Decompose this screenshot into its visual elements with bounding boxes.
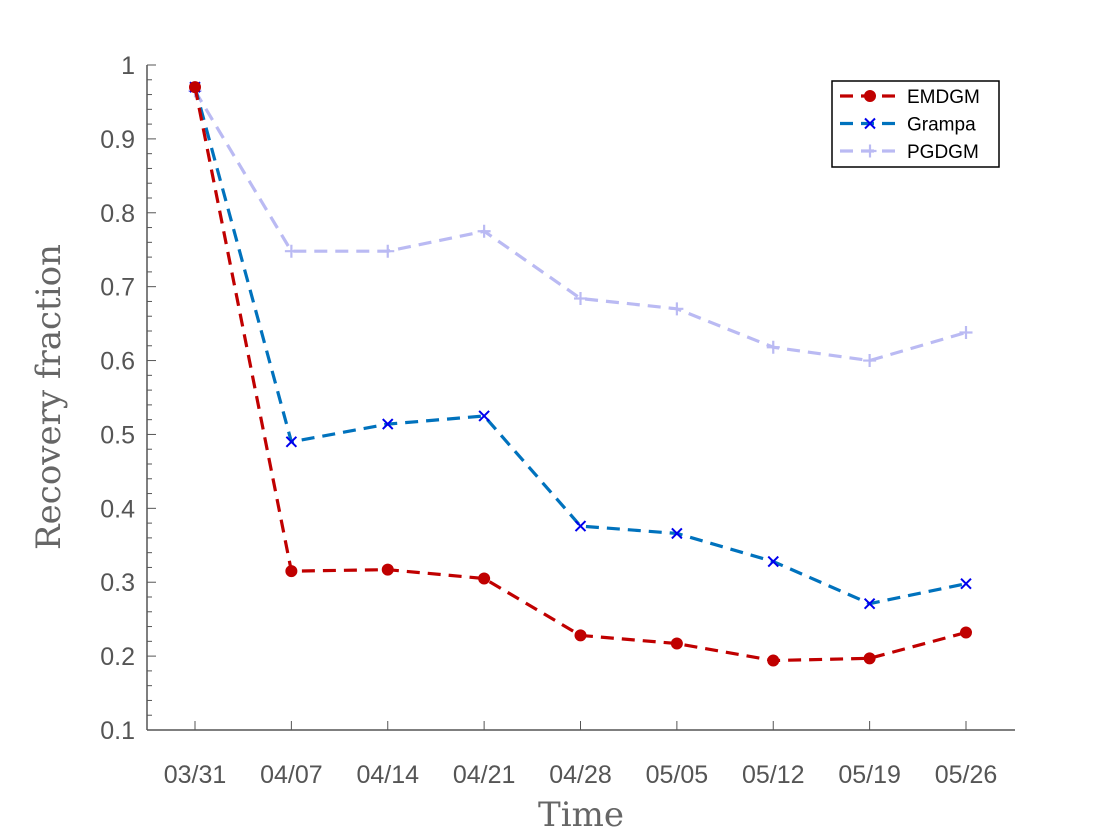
y-tick-label: 0.7 <box>100 274 135 302</box>
x-tick-label: 04/07 <box>260 761 323 789</box>
x-axis-title: Time <box>538 795 624 835</box>
series-layer <box>188 81 973 667</box>
y-tick-label: 0.5 <box>100 421 135 449</box>
legend-label-pgdgm: PGDGM <box>907 142 979 163</box>
series-emdgm <box>189 81 972 667</box>
legend-label-grampa: Grampa <box>907 115 976 136</box>
data-point-pgdgm <box>284 244 298 258</box>
data-point-grampa <box>863 597 876 610</box>
legend-box <box>831 80 1000 168</box>
x-tick-label: 04/21 <box>453 761 516 789</box>
data-point-emdgm <box>189 81 201 94</box>
data-point-emdgm <box>863 652 876 665</box>
legend: EMDGM Grampa PGDGM <box>831 80 1000 168</box>
data-point-pgdgm <box>670 302 684 316</box>
y-axis-title: Recovery fraction <box>29 244 69 550</box>
data-point-emdgm <box>670 637 683 650</box>
series-line-grampa <box>193 86 967 606</box>
data-point-grampa <box>478 410 490 422</box>
x-tick-label: 05/26 <box>935 761 998 789</box>
data-point-emdgm <box>960 626 972 639</box>
y-tick-label: 0.6 <box>100 348 135 376</box>
y-tick-label: 0.1 <box>100 717 135 745</box>
legend-marker-grampa <box>864 117 876 130</box>
data-point-grampa <box>574 520 587 532</box>
x-tick-label: 05/12 <box>742 761 805 789</box>
series-pgdgm <box>188 84 973 368</box>
x-tick-label: 03/31 <box>164 761 227 789</box>
data-point-pgdgm <box>381 244 395 258</box>
data-point-pgdgm <box>959 325 973 339</box>
data-point-emdgm <box>285 565 298 578</box>
y-tick-label: 0.3 <box>100 569 135 597</box>
y-tick-label: 0.8 <box>100 200 135 228</box>
series-line-emdgm <box>193 86 967 663</box>
y-tick-label: 0.2 <box>100 643 135 671</box>
data-point-pgdgm <box>766 340 780 354</box>
x-tick-label: 05/19 <box>838 761 901 789</box>
data-point-grampa <box>767 555 779 568</box>
axes: 0.1 0.2 0.3 0.4 0.5 0.6 0.7 0.8 0.9 1 03/31 04/07 04… <box>100 52 1015 789</box>
data-point-emdgm <box>767 654 780 667</box>
data-point-emdgm <box>381 563 394 576</box>
legend-label-emdgm: EMDGM <box>907 87 980 108</box>
data-point-grampa <box>671 527 683 540</box>
y-tick-label: 0.4 <box>100 495 135 523</box>
data-point-grampa <box>285 436 298 448</box>
data-point-pgdgm <box>574 291 587 305</box>
legend-marker-pgdgm <box>863 144 877 158</box>
data-point-pgdgm <box>477 224 491 238</box>
data-point-pgdgm <box>863 354 877 368</box>
series-line-pgdgm <box>193 90 967 363</box>
legend-marker-emdgm <box>864 90 876 102</box>
x-tick-label: 04/28 <box>549 761 612 789</box>
data-point-emdgm <box>478 572 491 585</box>
x-tick-label: 05/05 <box>646 761 709 789</box>
data-point-emdgm <box>574 629 587 642</box>
x-tick-label: 04/14 <box>356 761 419 789</box>
data-point-grampa <box>960 577 972 590</box>
y-tick-label: 0.9 <box>100 126 135 154</box>
data-point-grampa <box>382 418 394 430</box>
y-tick-label: 1 <box>121 52 135 80</box>
